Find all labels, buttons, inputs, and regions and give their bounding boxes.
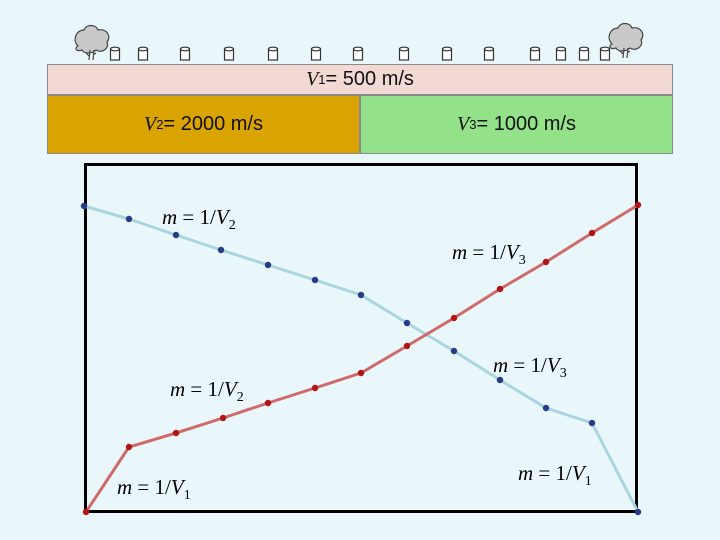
label-eq: = 1/ xyxy=(508,353,547,377)
label-blue-slope-v2: m = 1/V2 xyxy=(162,205,236,234)
geophone-icon xyxy=(179,46,191,61)
geophone-icon xyxy=(223,46,235,61)
label-sub: 2 xyxy=(236,390,244,406)
data-point xyxy=(264,261,272,269)
label-sub: 2 xyxy=(228,218,236,234)
label-sub: 3 xyxy=(559,366,567,382)
data-point xyxy=(80,202,88,210)
data-point xyxy=(357,291,365,299)
label-sub: 3 xyxy=(518,253,526,269)
label-v: V xyxy=(215,205,229,229)
label-v: V xyxy=(571,461,585,485)
label-m: m xyxy=(162,205,178,229)
label-eq: = 1/ xyxy=(185,377,224,401)
geophone-icon xyxy=(555,46,567,61)
label-eq: = 1/ xyxy=(533,461,572,485)
receiver-row xyxy=(109,46,611,61)
label-v: V xyxy=(505,240,519,264)
label-m: m xyxy=(493,353,509,377)
label-v: V xyxy=(170,475,184,499)
label-red-slope-v3: m = 1/V3 xyxy=(452,240,526,269)
label-blue-slope-v1: m = 1/V1 xyxy=(518,461,592,490)
label-m: m xyxy=(117,475,133,499)
label-blue-slope-v3: m = 1/V3 xyxy=(493,353,567,382)
label-red-slope-v2: m = 1/V2 xyxy=(170,377,244,406)
data-point xyxy=(450,314,458,322)
geophone-icon xyxy=(137,46,149,61)
geophone-icon xyxy=(441,46,453,61)
data-point xyxy=(82,508,90,516)
data-point xyxy=(219,414,227,422)
label-v: V xyxy=(546,353,560,377)
label-m: m xyxy=(518,461,534,485)
plot-frame xyxy=(84,163,638,513)
layer-3-velocity: = 1000 m/s xyxy=(476,113,576,135)
data-point xyxy=(496,376,504,384)
layer-2-subscript: 2 xyxy=(156,117,164,132)
layer-1-velocity: = 500 m/s xyxy=(325,68,414,90)
label-sub: 1 xyxy=(183,488,191,504)
geophone-icon xyxy=(529,46,541,61)
data-point xyxy=(588,229,596,237)
data-point xyxy=(125,443,133,451)
data-point xyxy=(172,429,180,437)
geophone-icon xyxy=(398,46,410,61)
geophone-icon xyxy=(267,46,279,61)
data-point xyxy=(588,419,596,427)
label-eq: = 1/ xyxy=(177,205,216,229)
geophone-icon xyxy=(109,46,121,61)
data-point xyxy=(542,404,550,412)
data-point xyxy=(450,347,458,355)
blue-data-points xyxy=(80,202,642,516)
label-v: V xyxy=(223,377,237,401)
data-point xyxy=(496,285,504,293)
data-point xyxy=(634,508,642,516)
layer-3-subscript: 3 xyxy=(469,117,477,132)
geophone-icon xyxy=(352,46,364,61)
layer-3-symbol: V xyxy=(457,113,470,135)
label-eq: = 1/ xyxy=(132,475,171,499)
data-point xyxy=(264,399,272,407)
data-point xyxy=(125,215,133,223)
tree-icon xyxy=(74,24,110,61)
geophone-icon xyxy=(599,46,611,61)
data-point xyxy=(311,276,319,284)
layer-1-symbol: V xyxy=(306,68,319,90)
data-point xyxy=(217,246,225,254)
red-data-points xyxy=(82,201,642,516)
tree-icon xyxy=(608,22,644,59)
label-m: m xyxy=(170,377,186,401)
layer-1-subscript: 1 xyxy=(318,72,326,87)
data-point xyxy=(357,369,365,377)
label-red-slope-v1: m = 1/V1 xyxy=(117,475,191,504)
layer-2-symbol: V xyxy=(144,113,157,135)
data-point xyxy=(403,342,411,350)
data-point xyxy=(403,319,411,327)
data-point xyxy=(172,231,180,239)
geophone-icon xyxy=(310,46,322,61)
data-point xyxy=(634,201,642,209)
label-sub: 1 xyxy=(584,474,592,490)
label-m: m xyxy=(452,240,468,264)
geophone-icon xyxy=(578,46,590,61)
geophone-icon xyxy=(483,46,495,61)
label-eq: = 1/ xyxy=(467,240,506,264)
data-point xyxy=(311,384,319,392)
layer-2-velocity: = 2000 m/s xyxy=(163,113,263,135)
data-point xyxy=(542,258,550,266)
